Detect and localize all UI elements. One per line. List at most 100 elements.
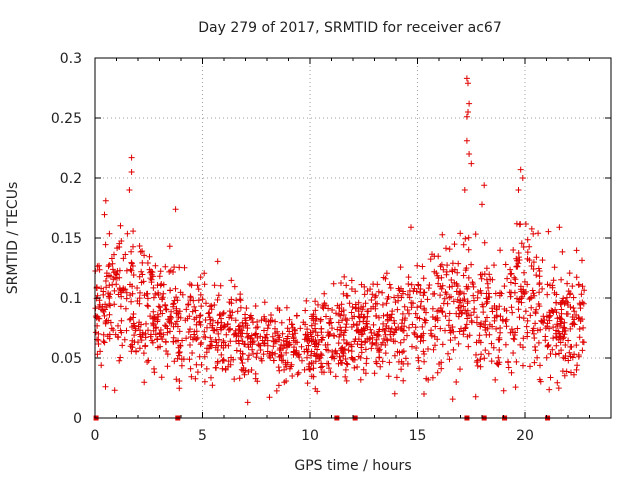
data-point bbox=[409, 321, 416, 328]
y-tick-label: 0 bbox=[73, 411, 82, 427]
data-point bbox=[282, 361, 289, 368]
data-point bbox=[130, 272, 137, 278]
data-point bbox=[163, 348, 170, 354]
data-point bbox=[430, 346, 437, 353]
data-point bbox=[497, 247, 504, 254]
data-point bbox=[101, 339, 108, 346]
data-point bbox=[156, 331, 163, 337]
data-point bbox=[163, 323, 170, 330]
chart-title: Day 279 of 2017, SRMTID for receiver ac6… bbox=[198, 20, 502, 36]
data-point bbox=[339, 359, 346, 366]
data-point bbox=[290, 351, 297, 358]
data-point bbox=[187, 334, 194, 340]
data-point bbox=[537, 326, 544, 333]
data-point bbox=[312, 329, 319, 336]
data-point bbox=[96, 303, 103, 310]
data-point bbox=[137, 248, 144, 255]
data-point bbox=[449, 260, 456, 267]
data-point bbox=[207, 320, 214, 327]
data-point bbox=[438, 261, 445, 268]
data-point bbox=[225, 358, 232, 365]
data-point bbox=[418, 332, 425, 339]
data-point bbox=[303, 297, 310, 304]
data-point bbox=[116, 244, 123, 250]
data-point bbox=[519, 293, 526, 300]
data-point bbox=[457, 297, 464, 304]
data-point bbox=[402, 355, 409, 362]
data-point bbox=[325, 332, 332, 339]
data-point bbox=[264, 337, 271, 344]
data-point bbox=[105, 263, 112, 270]
data-point bbox=[358, 326, 365, 333]
data-point bbox=[102, 306, 108, 313]
data-point bbox=[461, 296, 468, 303]
data-point bbox=[468, 317, 475, 324]
data-point bbox=[526, 257, 533, 264]
data-point bbox=[111, 387, 118, 394]
data-point bbox=[183, 335, 190, 342]
data-point bbox=[529, 287, 536, 294]
x-tick-label: 0 bbox=[91, 428, 100, 444]
data-point bbox=[109, 260, 116, 267]
data-point bbox=[289, 331, 296, 338]
data-point bbox=[517, 166, 524, 173]
data-point bbox=[570, 320, 577, 327]
data-point bbox=[558, 347, 565, 354]
data-point bbox=[359, 306, 366, 313]
data-point bbox=[524, 317, 531, 324]
data-point bbox=[94, 313, 101, 320]
data-point bbox=[154, 336, 161, 343]
data-point bbox=[401, 323, 408, 330]
data-point bbox=[420, 348, 427, 355]
data-point bbox=[382, 350, 389, 357]
data-point bbox=[286, 341, 293, 348]
data-point bbox=[239, 319, 246, 326]
data-point bbox=[422, 319, 429, 326]
data-point bbox=[162, 301, 169, 308]
data-point bbox=[560, 324, 567, 331]
data-point bbox=[551, 289, 558, 296]
data-point bbox=[557, 339, 564, 346]
data-point bbox=[228, 315, 235, 322]
data-point bbox=[131, 332, 138, 339]
data-point bbox=[137, 333, 144, 340]
data-point bbox=[581, 287, 588, 294]
data-point bbox=[312, 320, 319, 327]
data-point bbox=[531, 335, 538, 341]
data-point bbox=[330, 280, 337, 287]
data-point bbox=[427, 256, 434, 263]
data-point bbox=[148, 331, 154, 338]
data-point bbox=[128, 154, 135, 161]
data-point bbox=[162, 338, 169, 345]
data-point bbox=[193, 361, 200, 368]
data-point bbox=[556, 314, 563, 321]
data-point bbox=[527, 295, 534, 302]
data-point bbox=[508, 369, 515, 376]
data-point bbox=[413, 345, 420, 351]
data-point bbox=[228, 277, 235, 284]
data-point bbox=[202, 317, 209, 323]
data-point bbox=[222, 365, 229, 372]
data-point bbox=[466, 100, 473, 107]
data-point bbox=[440, 300, 447, 307]
data-point bbox=[543, 354, 550, 361]
data-point bbox=[442, 327, 448, 334]
data-point bbox=[294, 371, 301, 378]
data-point bbox=[329, 307, 336, 313]
data-point bbox=[283, 349, 290, 356]
data-point bbox=[177, 343, 184, 349]
data-point bbox=[174, 310, 181, 317]
data-point bbox=[150, 314, 157, 321]
data-point bbox=[512, 384, 519, 391]
data-point bbox=[244, 322, 251, 329]
y-tick-label: 0.2 bbox=[60, 171, 82, 187]
data-point bbox=[275, 336, 282, 343]
data-point bbox=[511, 289, 518, 296]
data-point bbox=[170, 300, 177, 307]
data-point bbox=[242, 367, 249, 374]
data-point bbox=[127, 343, 134, 350]
data-point bbox=[157, 282, 164, 289]
data-point bbox=[488, 340, 495, 347]
y-axis-label: SRMTID / TECUs bbox=[5, 182, 21, 295]
data-point bbox=[461, 187, 468, 193]
